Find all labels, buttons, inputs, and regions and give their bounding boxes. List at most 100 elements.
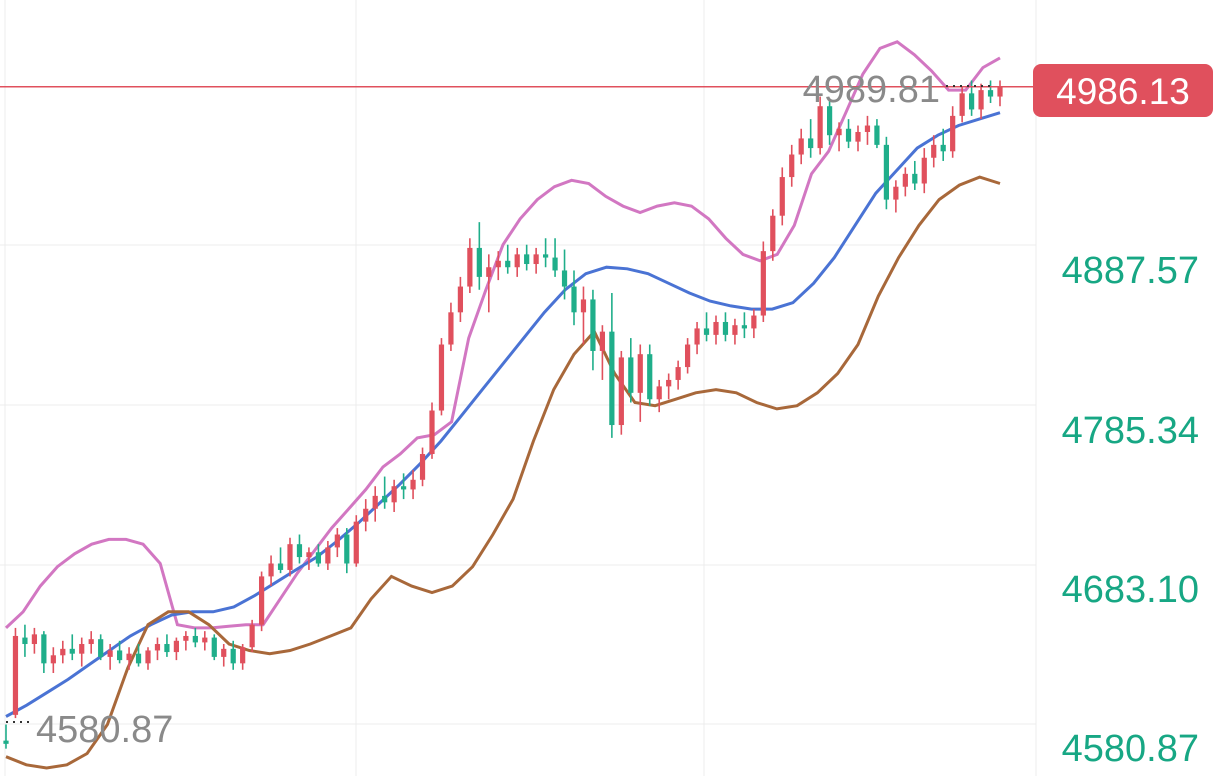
candle-body bbox=[609, 331, 615, 426]
candle-body bbox=[647, 354, 653, 400]
candle-body bbox=[372, 495, 378, 509]
candle-body bbox=[183, 635, 189, 641]
candle-body bbox=[997, 86, 1003, 97]
candle-body bbox=[145, 650, 151, 664]
candle-body bbox=[79, 644, 85, 654]
candle-body bbox=[495, 260, 501, 268]
candle-body bbox=[950, 115, 956, 152]
candle-body bbox=[542, 254, 549, 258]
candle-body bbox=[505, 260, 511, 268]
min-price-label: 4580.87 bbox=[36, 709, 173, 751]
candle-body bbox=[325, 547, 331, 564]
candle-body bbox=[277, 563, 284, 570]
candle-body bbox=[410, 479, 416, 490]
candle-body bbox=[675, 367, 681, 380]
candle-body bbox=[258, 576, 265, 625]
candle-body bbox=[817, 106, 823, 149]
candle-body bbox=[88, 639, 94, 645]
candle-body bbox=[808, 138, 814, 149]
y-tick-label: 4785.34 bbox=[1062, 410, 1199, 452]
candle-body bbox=[22, 637, 28, 645]
candle-body bbox=[164, 644, 170, 653]
current-price-tag: 4986.13 bbox=[1033, 64, 1213, 117]
candle-body bbox=[874, 125, 880, 145]
candle-body bbox=[353, 521, 359, 564]
candle-body bbox=[590, 299, 596, 351]
candle-body bbox=[760, 251, 766, 316]
candle-body bbox=[249, 624, 255, 648]
price-axis: 4887.57 4785.34 4683.10 4580.87 bbox=[1062, 250, 1199, 770]
candle-body bbox=[912, 173, 918, 184]
candle-body bbox=[855, 131, 861, 142]
candle-body bbox=[12, 635, 19, 715]
candle-body bbox=[694, 328, 700, 345]
bollinger-bands bbox=[4, 40, 1001, 770]
upper-band-line bbox=[4, 40, 1001, 630]
candle-body bbox=[211, 637, 217, 657]
candle-body bbox=[741, 325, 748, 329]
grid bbox=[0, 0, 1037, 776]
candle-body bbox=[987, 90, 994, 97]
candle-body bbox=[486, 267, 492, 277]
candle-body bbox=[221, 648, 227, 657]
candle-body bbox=[287, 544, 293, 570]
y-tick-label: 4887.57 bbox=[1062, 250, 1199, 292]
candle-body bbox=[864, 125, 871, 132]
candle-body bbox=[41, 634, 47, 664]
candle-body bbox=[344, 534, 350, 564]
candle-body bbox=[722, 321, 729, 335]
candle-body bbox=[467, 247, 473, 287]
candle-body bbox=[902, 173, 908, 187]
candle-body bbox=[457, 286, 464, 313]
candle-body bbox=[845, 128, 852, 142]
y-tick-label: 4580.87 bbox=[1062, 728, 1199, 770]
candle-body bbox=[230, 648, 236, 664]
candle-body bbox=[240, 647, 246, 664]
candle-body bbox=[789, 154, 795, 178]
candle-body bbox=[893, 186, 899, 200]
candle-body bbox=[202, 637, 208, 643]
candle-body bbox=[306, 552, 312, 558]
candle-body bbox=[561, 270, 568, 287]
candle-body bbox=[751, 315, 757, 329]
candle-body bbox=[50, 655, 56, 664]
candle-body bbox=[571, 286, 577, 313]
candle-body bbox=[69, 648, 75, 654]
candle-body bbox=[419, 454, 426, 480]
current-price-label: 4986.13 bbox=[1056, 71, 1190, 112]
candle-body bbox=[514, 254, 520, 268]
candle-body bbox=[552, 257, 558, 271]
candle-body bbox=[438, 344, 445, 411]
max-marker: 4989.81 bbox=[803, 69, 994, 111]
candle-body bbox=[959, 93, 965, 116]
candles bbox=[3, 80, 1003, 749]
candle-body bbox=[476, 247, 482, 277]
candle-body bbox=[713, 321, 719, 335]
candle-body bbox=[268, 563, 274, 577]
candle-body bbox=[968, 93, 975, 110]
candle-body bbox=[126, 653, 132, 661]
candle-body bbox=[60, 648, 66, 656]
candle-body bbox=[448, 312, 454, 345]
candle-body bbox=[628, 357, 634, 393]
min-marker: 4580.87 bbox=[6, 709, 173, 751]
candle-body bbox=[921, 157, 927, 184]
max-price-label: 4989.81 bbox=[803, 69, 940, 111]
candle-body bbox=[334, 534, 340, 548]
candle-body bbox=[116, 650, 123, 661]
candle-body bbox=[296, 544, 303, 558]
candle-body bbox=[684, 344, 691, 368]
candle-body bbox=[3, 740, 9, 744]
candle-body bbox=[798, 138, 804, 155]
candle-body bbox=[391, 486, 397, 503]
lower-band-line bbox=[5, 175, 1001, 770]
candle-body bbox=[931, 144, 937, 158]
middle-band-line bbox=[5, 111, 1001, 718]
candle-body bbox=[883, 144, 890, 200]
candle-body bbox=[107, 650, 113, 657]
candle-body bbox=[580, 299, 587, 313]
y-tick-label: 4683.10 bbox=[1062, 569, 1199, 611]
candle-body bbox=[826, 106, 833, 136]
candle-body bbox=[637, 354, 643, 393]
